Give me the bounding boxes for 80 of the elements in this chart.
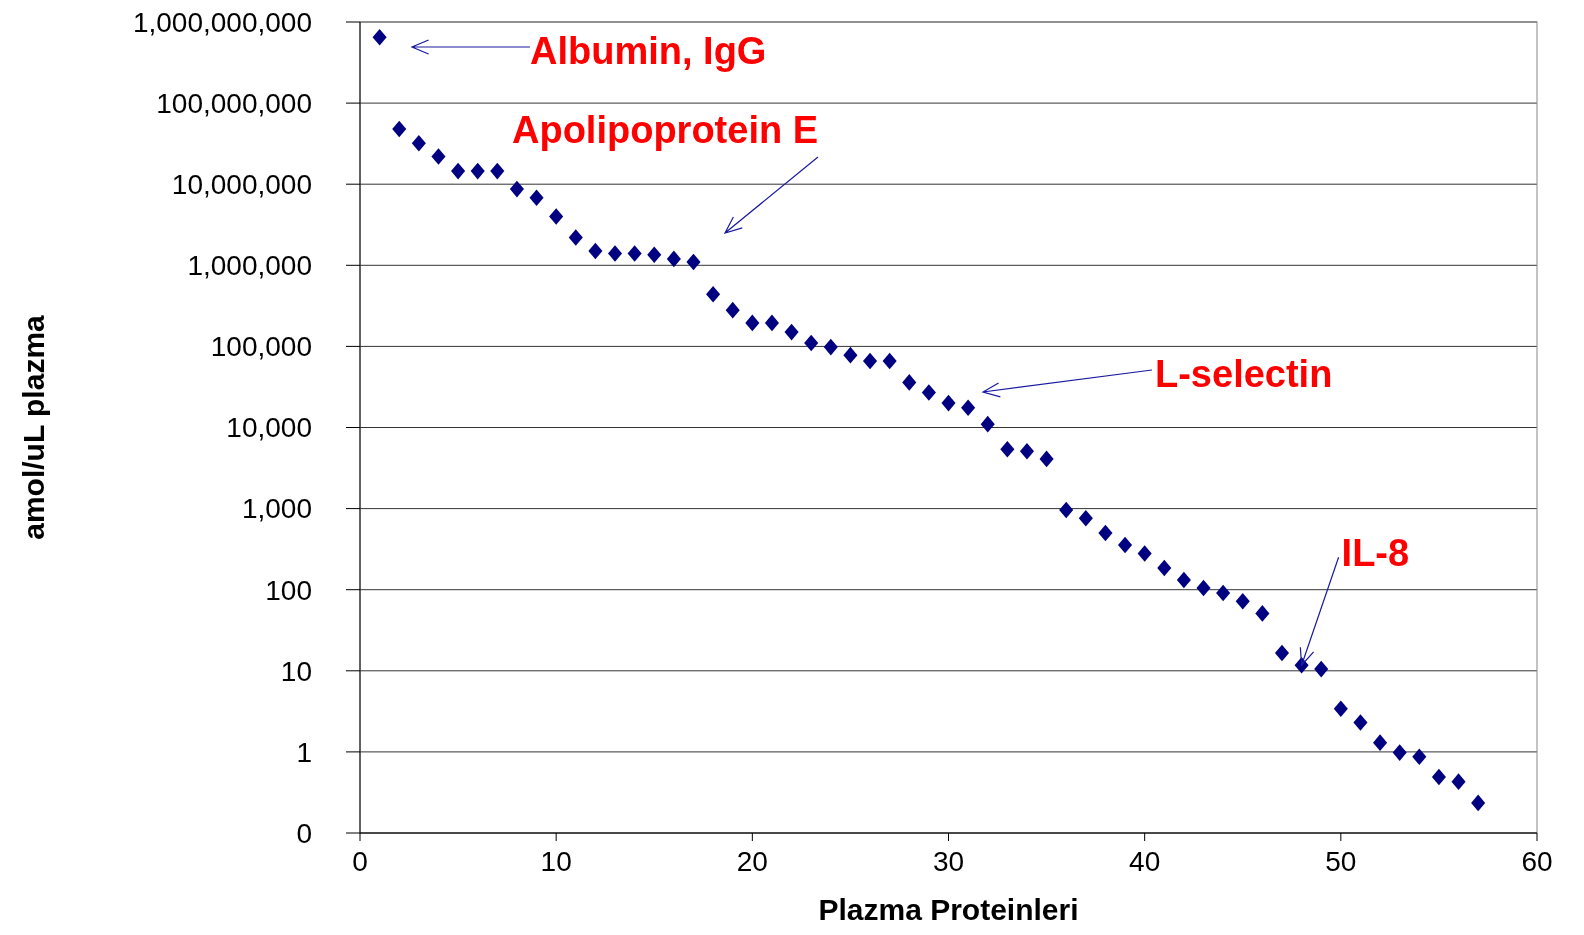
point [666, 250, 681, 268]
point [686, 253, 701, 271]
point [902, 374, 917, 391]
point [1196, 579, 1211, 597]
point [862, 352, 878, 370]
x-axis-title: Plazma Proteinleri [818, 893, 1079, 926]
x-tick-label: 30 [932, 846, 965, 877]
point [1333, 700, 1348, 718]
point [549, 208, 564, 225]
y-tick-label: 0 [296, 817, 312, 849]
y-tick-label: 100,000,000 [156, 87, 312, 119]
point [1000, 440, 1015, 458]
point [372, 28, 387, 46]
point [1176, 571, 1191, 589]
point [568, 229, 583, 246]
point [607, 245, 623, 262]
y-tick-label: 1,000 [241, 493, 312, 525]
point [804, 334, 819, 352]
point [647, 246, 662, 264]
point [1373, 734, 1388, 751]
point [627, 245, 642, 262]
x-tick-label: 60 [1521, 846, 1553, 877]
annotation: IL-8 [1341, 531, 1410, 574]
point [588, 242, 603, 260]
point [431, 148, 446, 165]
point [1235, 592, 1250, 610]
point [980, 415, 995, 433]
point [470, 162, 485, 180]
point [451, 162, 466, 180]
point [706, 285, 721, 303]
annotation: Albumin, IgG [530, 30, 767, 73]
point [843, 346, 858, 364]
point [941, 394, 956, 412]
point [1274, 644, 1290, 662]
x-tick-label: 0 [352, 846, 368, 877]
y-tick-label: 1,000,000 [187, 250, 312, 282]
point [1255, 605, 1270, 622]
y-tick-label: 100,000 [210, 331, 312, 363]
y-tick-label: 10 [280, 655, 312, 687]
point [1431, 768, 1446, 786]
point [509, 180, 524, 198]
y-tick-label: 1,000,000,000 [132, 6, 312, 38]
y-tick-label: 1 [296, 736, 312, 768]
point [1314, 660, 1329, 678]
point [1118, 536, 1133, 554]
y-axis-title: amol/uL plazma [17, 314, 50, 540]
point [961, 399, 976, 417]
point [823, 338, 838, 356]
point [764, 314, 779, 332]
point [411, 134, 426, 152]
x-tick-label: 40 [1129, 846, 1161, 877]
point [1098, 524, 1113, 542]
point [1137, 545, 1152, 562]
point [1451, 773, 1466, 790]
point [1059, 501, 1074, 519]
point [1019, 442, 1035, 460]
point [1392, 744, 1407, 761]
x-tick-label: 20 [736, 846, 768, 877]
x-tick-label: 50 [1325, 846, 1357, 877]
point [745, 314, 760, 332]
y-tick-label: 100 [265, 574, 312, 606]
point [392, 120, 407, 138]
point [490, 162, 505, 180]
point [784, 323, 799, 341]
x-tick-label: 10 [540, 846, 572, 877]
point [1157, 559, 1172, 577]
point [529, 189, 544, 207]
y-tick-label: 10,000,000 [171, 169, 312, 200]
point [1078, 509, 1093, 527]
point [882, 352, 897, 370]
point [1353, 714, 1368, 731]
point [921, 384, 936, 401]
point [725, 301, 740, 319]
point [1039, 450, 1054, 468]
point [1216, 584, 1231, 602]
point [1471, 794, 1486, 812]
annotation: Apolipoprotein E [512, 109, 819, 152]
point [1412, 748, 1427, 766]
annotation: L-selectin [1155, 353, 1333, 396]
y-tick-label: 10,000 [226, 412, 312, 444]
